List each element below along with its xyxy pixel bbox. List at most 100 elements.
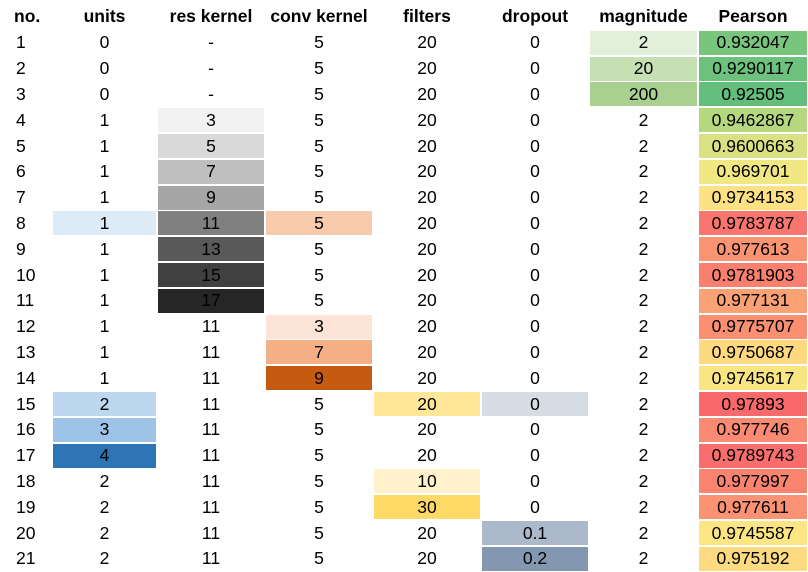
cell-res-kernel: -	[157, 56, 265, 82]
cell-res-kernel: 7	[157, 159, 265, 185]
cell-no-value: 19	[16, 496, 36, 517]
cell-res-kernel: 11	[157, 443, 265, 469]
cell-no-value: 4	[16, 109, 26, 130]
cell-units-value: 1	[99, 161, 110, 182]
cell-filters-value: 20	[417, 445, 437, 466]
cell-magnitude-highlight: 200	[590, 82, 697, 107]
cell-pearson: 0.97893	[698, 391, 808, 417]
cell-filters: 20	[373, 262, 481, 288]
cell-filters: 20	[373, 314, 481, 340]
cell-no: 10	[0, 262, 52, 288]
cell-no: 4	[0, 107, 52, 133]
cell-dropout-value: 0	[530, 187, 540, 208]
cell-filters-value: 20	[417, 393, 437, 414]
cell-res-kernel-value: 11	[201, 367, 221, 388]
cell-pearson: 0.9600663	[698, 133, 808, 159]
cell-dropout-value: 0	[530, 32, 540, 53]
cell-res-kernel: 17	[157, 288, 265, 314]
cell-filters: 20	[373, 30, 481, 56]
cell-units-highlight: 2	[53, 392, 156, 417]
cell-filters-value: 10	[417, 470, 437, 491]
cell-pearson-highlight: 0.977746	[699, 417, 807, 442]
cell-magnitude-value: 20	[633, 58, 654, 79]
cell-magnitude: 2	[589, 314, 698, 340]
cell-res-kernel-value: 5	[206, 135, 216, 156]
cell-res-kernel: 11	[157, 469, 265, 495]
cell-pearson-value: 0.9783787	[711, 212, 795, 233]
cell-units-value: 2	[99, 522, 110, 543]
cell-dropout: 0.1	[481, 520, 589, 546]
cell-pearson: 0.9734153	[698, 185, 808, 211]
cell-pearson-value: 0.9789743	[711, 445, 795, 466]
cell-dropout-value: 0	[530, 109, 540, 130]
cell-magnitude-value: 2	[638, 161, 649, 182]
cell-magnitude-highlight: 2	[590, 30, 697, 55]
cell-filters-value: 20	[417, 522, 437, 543]
cell-dropout-value: 0	[530, 470, 540, 491]
cell-conv-kernel-value: 5	[314, 393, 324, 414]
cell-conv-kernel-value: 5	[314, 419, 324, 440]
cell-dropout-highlight: 0	[482, 392, 588, 417]
cell-dropout-highlight: 0.1	[482, 521, 588, 546]
cell-no: 11	[0, 288, 52, 314]
cell-conv-kernel-value: 5	[314, 109, 324, 130]
cell-filters: 20	[373, 56, 481, 82]
cell-units-value: 0	[99, 83, 110, 104]
header-pearson: Pearson	[718, 5, 788, 26]
cell-filters: 20	[373, 211, 481, 237]
cell-dropout: 0	[481, 443, 589, 469]
cell-units: 1	[52, 365, 157, 391]
cell-no-value: 5	[16, 135, 26, 156]
cell-conv-kernel: 3	[265, 314, 373, 340]
cell-conv-kernel-value: 5	[314, 496, 324, 517]
cell-magnitude: 2	[589, 391, 698, 417]
cell-conv-kernel: 7	[265, 340, 373, 366]
table-row: 4 1 3 5 20 0 2 0.9462867	[0, 107, 808, 133]
cell-pearson-value: 0.969701	[716, 161, 790, 182]
cell-units: 2	[52, 494, 157, 520]
cell-units-value: 1	[99, 290, 110, 311]
cell-filters: 20	[373, 417, 481, 443]
cell-conv-kernel-value: 5	[314, 445, 324, 466]
table-row: 17 4 11 5 20 0 2 0.9789743	[0, 443, 808, 469]
cell-units-value: 1	[99, 109, 110, 130]
cell-pearson: 0.975192	[698, 546, 808, 572]
cell-conv-kernel: 5	[265, 185, 373, 211]
cell-magnitude-value: 2	[638, 264, 649, 285]
cell-units: 1	[52, 288, 157, 314]
cell-magnitude: 2	[589, 262, 698, 288]
cell-magnitude: 2	[589, 211, 698, 237]
table-row: 20 2 11 5 20 0.1 2 0.9745587	[0, 520, 808, 546]
cell-pearson: 0.92505	[698, 82, 808, 108]
table-row: 1 0 - 5 20 0 2 0.932047	[0, 30, 808, 56]
cell-magnitude: 200	[589, 82, 698, 108]
table-row: 13 1 11 7 20 0 2 0.9750687	[0, 340, 808, 366]
cell-units-highlight: 1	[53, 211, 156, 236]
header-row: no. units res kernel conv kernel filters…	[0, 2, 808, 30]
cell-dropout-value: 0	[530, 419, 540, 440]
cell-res-kernel: 5	[157, 133, 265, 159]
cell-conv-kernel: 5	[265, 443, 373, 469]
cell-res-kernel: -	[157, 30, 265, 56]
cell-conv-kernel-value: 5	[314, 83, 324, 104]
cell-units: 1	[52, 107, 157, 133]
cell-res-kernel-value: -	[208, 83, 214, 104]
cell-filters-value: 20	[417, 264, 437, 285]
cell-dropout: 0	[481, 469, 589, 495]
cell-res-kernel-value: -	[208, 58, 214, 79]
cell-dropout-value: 0	[530, 58, 540, 79]
cell-units-value: 0	[99, 58, 110, 79]
cell-units: 1	[52, 159, 157, 185]
cell-conv-kernel: 5	[265, 82, 373, 108]
cell-conv-kernel-value: 5	[314, 161, 324, 182]
cell-units: 0	[52, 56, 157, 82]
cell-filters-value: 20	[417, 109, 437, 130]
cell-pearson-highlight: 0.9734153	[699, 185, 807, 210]
cell-magnitude: 2	[589, 365, 698, 391]
cell-units: 0	[52, 30, 157, 56]
cell-units-value: 2	[99, 548, 110, 569]
cell-conv-kernel-value: 5	[314, 187, 324, 208]
cell-no: 2	[0, 56, 52, 82]
cell-no: 19	[0, 494, 52, 520]
cell-dropout: 0.2	[481, 546, 589, 572]
